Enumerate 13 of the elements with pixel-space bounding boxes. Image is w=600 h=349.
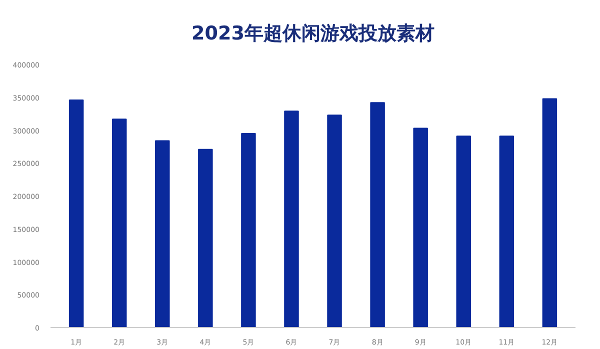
bar	[456, 136, 471, 328]
bar	[542, 98, 558, 328]
chart-title: 2023年超休闲游戏投放素材	[192, 22, 434, 44]
bar	[370, 102, 385, 328]
bar	[198, 148, 213, 328]
bar	[327, 114, 342, 328]
bar	[112, 118, 127, 328]
bar	[68, 100, 84, 328]
bar	[413, 128, 428, 328]
bar	[241, 133, 256, 328]
bar	[284, 110, 299, 328]
bar	[155, 140, 170, 328]
bar	[499, 136, 514, 328]
